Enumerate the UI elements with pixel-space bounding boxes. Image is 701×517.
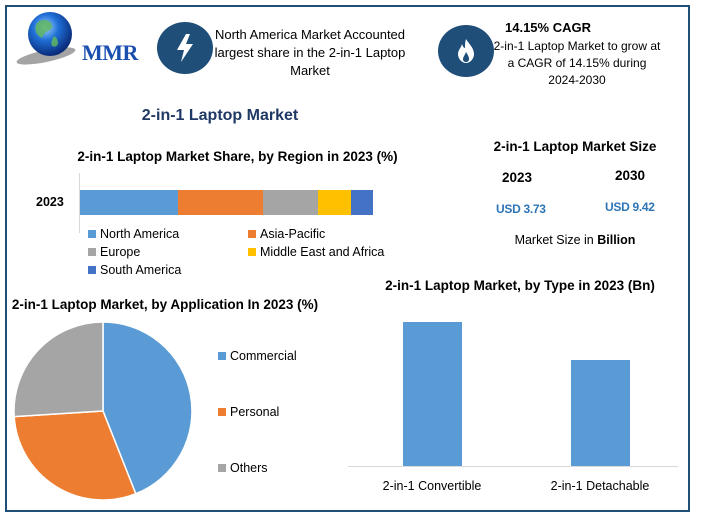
type-bar-label: 2-in-1 Detachable [550,479,650,493]
region-segment-north-america [80,190,178,215]
region-segment-middle-east-and-africa [317,190,351,215]
pie-slice-others [13,321,104,418]
legend-label: Commercial [230,349,297,363]
legend-label: Asia-Pacific [260,227,326,241]
legend-label: South America [100,263,182,277]
legend-swatch [218,464,226,472]
legend-label: Europe [100,245,141,259]
region-segment-asia-pacific [177,190,263,215]
region-chart-axis [79,173,80,233]
application-legend-item: Others [218,461,268,475]
legend-label: North America [100,227,180,241]
market-size-title: 2-in-1 Laptop Market Size [493,139,657,154]
type-chart-title: 2-in-1 Laptop Market, by Type in 2023 (B… [385,278,655,293]
flame-icon [438,25,494,77]
cagr-description: 2-in-1 Laptop Market to grow at a CAGR o… [493,39,661,87]
region-chart-category-label: 2023 [36,195,64,209]
pie-slice-personal [13,410,137,501]
region-legend-item: Asia-Pacific [248,227,325,241]
market-size-year-2030: 2030 [615,168,646,183]
legend-swatch [248,248,256,256]
lightning-bolt-icon [157,22,213,74]
north-america-highlight-text: North America Market Accounted largest s… [214,27,406,78]
legend-swatch [218,408,226,416]
region-segment-europe [262,190,318,215]
legend-swatch [88,230,96,238]
page-title: 2-in-1 Laptop Market [141,107,299,124]
application-legend-item: Commercial [218,349,297,363]
region-legend-item: Europe [88,245,140,259]
pie-slice-commercial [102,321,193,495]
region-stacked-bar [80,190,373,215]
legend-label: Others [230,461,268,475]
application-pie-chart [13,321,193,501]
legend-swatch [248,230,256,238]
logo-text: MMR [82,40,138,65]
region-legend-item: North America [88,227,179,241]
mmr-logo: MMR [10,10,145,70]
cagr-title: 14.15% CAGR [505,20,591,35]
legend-swatch [88,248,96,256]
legend-label: Middle East and Africa [260,245,385,259]
market-size-value-2023: USD 3.73 [496,202,546,216]
type-chart-baseline [348,466,678,467]
legend-swatch [218,352,226,360]
region-legend-item: South America [88,263,181,277]
legend-swatch [88,266,96,274]
market-size-value-2030: USD 9.42 [605,200,655,214]
type-bar-convertible [403,322,462,466]
market-size-year-2023: 2023 [502,170,533,185]
legend-label: Personal [230,405,280,419]
region-segment-south-america [351,190,373,215]
market-size-note-prefix: Market Size in [514,233,598,247]
globe-icon [16,12,76,65]
type-bar-detachable [571,360,630,466]
application-legend-item: Personal [218,405,279,419]
market-size-note-unit: Billion [597,233,636,247]
application-chart-title: 2-in-1 Laptop Market, by Application In … [11,297,319,312]
region-chart-title: 2-in-1 Laptop Market Share, by Region in… [77,149,398,164]
type-bar-label: 2-in-1 Convertible [382,479,482,493]
region-legend-item: Middle East and Africa [248,245,384,259]
market-size-unit-note: Market Size in Billion [470,233,680,247]
